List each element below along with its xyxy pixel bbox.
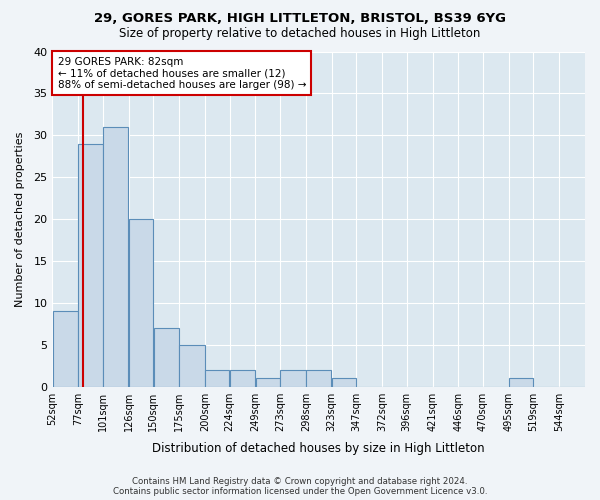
- Bar: [205, 370, 229, 386]
- Bar: [306, 370, 331, 386]
- Bar: [179, 345, 205, 387]
- Bar: [509, 378, 533, 386]
- Bar: [129, 219, 153, 386]
- Bar: [280, 370, 305, 386]
- Text: Contains public sector information licensed under the Open Government Licence v3: Contains public sector information licen…: [113, 487, 487, 496]
- Bar: [79, 144, 103, 386]
- Text: 29, GORES PARK, HIGH LITTLETON, BRISTOL, BS39 6YG: 29, GORES PARK, HIGH LITTLETON, BRISTOL,…: [94, 12, 506, 26]
- Bar: [230, 370, 255, 386]
- X-axis label: Distribution of detached houses by size in High Littleton: Distribution of detached houses by size …: [152, 442, 485, 455]
- Bar: [53, 311, 78, 386]
- Y-axis label: Number of detached properties: Number of detached properties: [15, 132, 25, 307]
- Bar: [256, 378, 280, 386]
- Text: 29 GORES PARK: 82sqm
← 11% of detached houses are smaller (12)
88% of semi-detac: 29 GORES PARK: 82sqm ← 11% of detached h…: [58, 56, 306, 90]
- Bar: [154, 328, 179, 386]
- Text: Contains HM Land Registry data © Crown copyright and database right 2024.: Contains HM Land Registry data © Crown c…: [132, 477, 468, 486]
- Text: Size of property relative to detached houses in High Littleton: Size of property relative to detached ho…: [119, 28, 481, 40]
- Bar: [332, 378, 356, 386]
- Bar: [103, 127, 128, 386]
